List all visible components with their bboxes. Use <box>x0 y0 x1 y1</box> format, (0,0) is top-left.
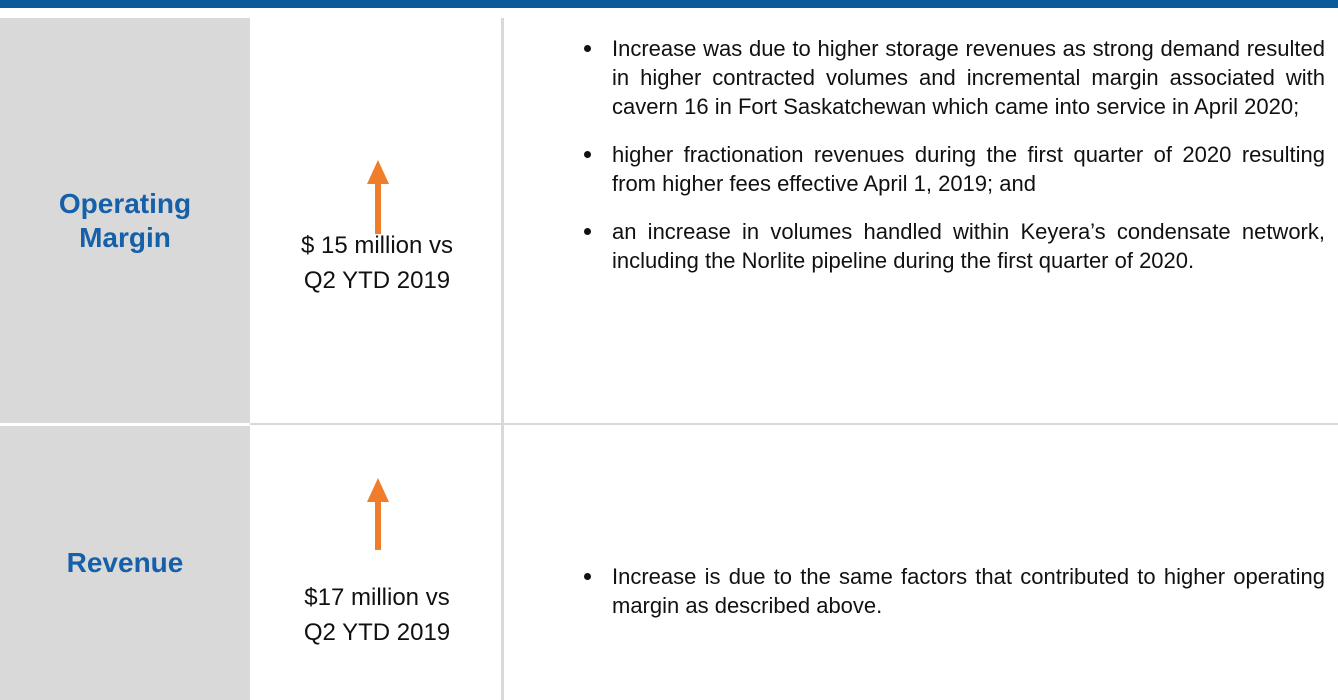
change-line: $17 million vs <box>304 584 450 611</box>
separator <box>0 423 250 426</box>
change-line: Q2 YTD 2019 <box>303 267 451 294</box>
row-divider <box>250 423 1338 425</box>
top-bar <box>0 0 1338 8</box>
change-text: $ 15 million vs Q2 YTD 2019 <box>252 228 502 298</box>
up-arrow <box>367 478 389 550</box>
up-arrow <box>367 160 389 234</box>
change-line: Q2 YTD 2019 <box>303 619 451 646</box>
change-line: $ 15 million vs <box>300 232 454 259</box>
row-label: Operating Margin <box>58 187 192 253</box>
bullet: higher fractionation revenues during the… <box>584 142 1325 196</box>
bullet: Increase is due to the same factors that… <box>584 564 1325 618</box>
bullet: an increase in volumes handled within Ke… <box>584 219 1325 273</box>
row-label-cell: Operating Margin <box>0 18 250 423</box>
row-label-cell: Revenue <box>0 426 250 700</box>
bullet-list: Increase was due to higher storage reven… <box>584 34 1325 294</box>
bullet-list: Increase is due to the same factors that… <box>584 562 1325 639</box>
bullet: Increase was due to higher storage reven… <box>584 36 1325 119</box>
row-label: Revenue <box>66 547 184 578</box>
change-text: $17 million vs Q2 YTD 2019 <box>252 580 502 650</box>
column-divider <box>501 18 504 700</box>
